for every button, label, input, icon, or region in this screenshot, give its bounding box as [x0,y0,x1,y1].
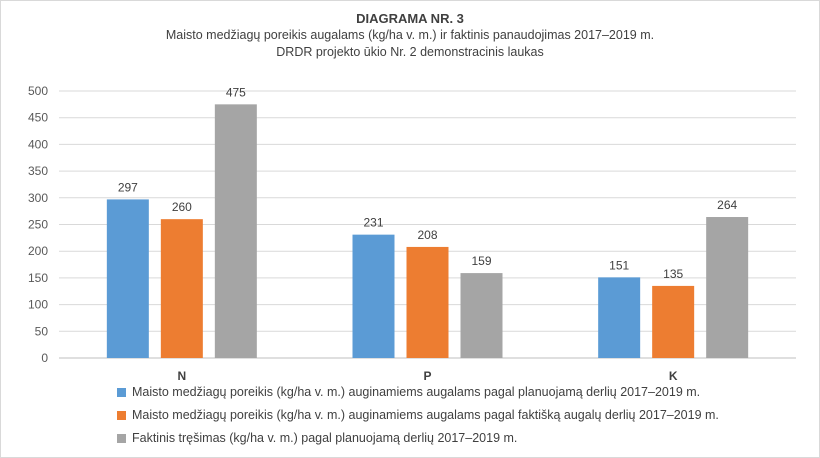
y-tick-label: 350 [28,164,48,178]
y-tick-label: 500 [28,84,48,98]
legend-swatch-actual-yield [117,410,126,420]
legend-item-fertilization: Faktinis tręšimas (kg/ha v. m.) pagal pl… [117,431,517,445]
bar [460,273,503,358]
chart-subtitle-line1: Maisto medžiagų poreikis augalams (kg/ha… [165,28,655,42]
x-tick-label: P [423,369,431,381]
y-tick-label: 250 [28,218,48,232]
x-tick-label: N [177,369,186,381]
chart-subtitle-line2: DRDR projekto ūkio Nr. 2 demonstracinis … [276,45,544,59]
y-tick-label: 300 [28,191,48,205]
bar [706,217,749,358]
y-tick-label: 0 [41,351,48,365]
data-label: 159 [471,254,491,268]
y-tick-label: 200 [28,244,48,258]
data-label: 264 [717,198,737,212]
bar [160,219,203,358]
bar [652,285,695,358]
y-tick-label: 400 [28,137,48,151]
bar [406,246,449,358]
data-label: 151 [609,258,629,272]
legend-swatch-fertilization [117,433,126,443]
legend-item-planned: Maisto medžiagų poreikis (kg/ha v. m.) a… [117,385,700,399]
data-label: 475 [226,85,246,99]
y-tick-label: 100 [28,298,48,312]
y-tick-label: 50 [35,324,49,338]
legend-label-fertilization: Faktinis tręšimas (kg/ha v. m.) pagal pl… [132,431,518,445]
bar [106,199,149,358]
bar [214,104,257,358]
data-label: 135 [663,267,683,281]
y-tick-label: 150 [28,271,48,285]
legend-item-actual-yield: Maisto medžiagų poreikis (kg/ha v. m.) a… [117,408,719,422]
legend-swatch-planned [117,387,126,397]
legend-label-actual-yield: Maisto medžiagų poreikis (kg/ha v. m.) a… [132,408,719,422]
bar-chart: 0 50 100 150 200 250 300 350 400 450 500 297 260 475 N… [28,84,796,381]
data-label: 260 [172,200,192,214]
bar [352,234,395,358]
data-label: 231 [363,216,383,230]
data-label: 297 [118,180,138,194]
data-label: 208 [417,228,437,242]
y-tick-label: 450 [28,111,48,125]
x-tick-label: K [669,369,678,381]
legend-label-planned: Maisto medžiagų poreikis (kg/ha v. m.) a… [132,385,701,399]
chart-title: DIAGRAMA NR. 3 [356,11,464,26]
bar [598,277,641,358]
